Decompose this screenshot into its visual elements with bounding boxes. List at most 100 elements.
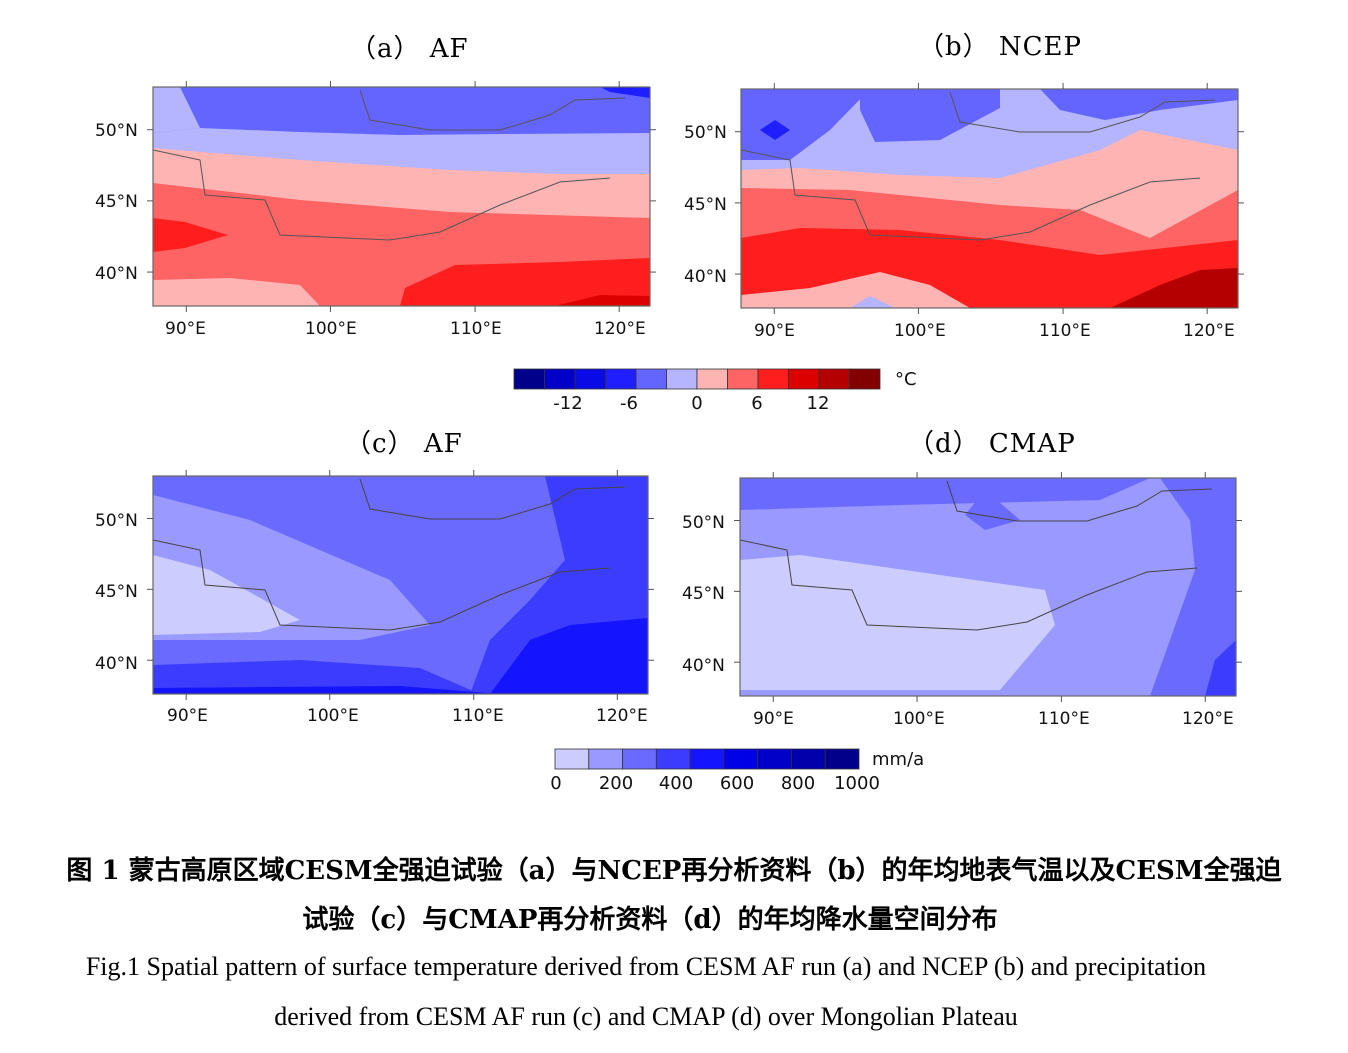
temp-colorbar-swatch-2 — [574, 368, 606, 390]
band-b-mid-cold — [860, 89, 1000, 142]
c-ylabel-50: 50°N — [95, 511, 138, 531]
d-xlabel-110: 110°E — [1038, 709, 1090, 729]
c-xlabel-110: 110°E — [452, 706, 504, 726]
temperature-colorbar — [513, 368, 881, 390]
temp-colorbar-swatch-1 — [544, 368, 576, 390]
temp-colorbar-swatch-8 — [757, 368, 789, 390]
temp-colorbar-swatch-0 — [513, 368, 545, 390]
band-a-se-hot — [400, 258, 650, 306]
b-xlabel-110: 110°E — [1039, 321, 1091, 341]
prec-colorbar-swatch-6 — [757, 748, 792, 770]
frame-a — [152, 86, 651, 307]
a-xlabel-100: 100°E — [305, 319, 357, 339]
tick-marks — [147, 81, 1244, 702]
c-xlabel-100: 100°E — [307, 706, 359, 726]
band-a-ne-dark — [600, 87, 650, 98]
panel-b-title: （b） NCEP — [918, 32, 1083, 62]
border-b — [741, 91, 1216, 241]
border-c — [153, 478, 626, 631]
prec-colorbar-unit: mm/a — [872, 749, 924, 770]
d-xlabel-120: 120°E — [1182, 709, 1234, 729]
temp-colorbar-label-6: 6 — [751, 393, 762, 414]
caption-en-line2: derived from CESM AF run (c) and CMAP (d… — [274, 1002, 1018, 1031]
temp-colorbar-swatch-6 — [696, 368, 728, 390]
band-b-sw-mild — [741, 272, 970, 308]
a-xlabel-90: 90°E — [165, 319, 206, 339]
band-d-se-dark — [1205, 640, 1236, 696]
b-ylabel-40: 40°N — [684, 267, 727, 287]
prec-colorbar-swatch-3 — [655, 748, 691, 770]
band-a-se-hotter — [555, 295, 650, 306]
band-c-south — [153, 660, 480, 694]
c-ylabel-45: 45°N — [95, 582, 138, 602]
d-xlabel-90: 90°E — [753, 709, 794, 729]
band-a-west-hot — [153, 218, 228, 252]
panel-d-map — [740, 478, 1236, 696]
b-xlabel-120: 120°E — [1183, 321, 1235, 341]
d-ylabel-40: 40°N — [682, 656, 725, 676]
band-d-blob — [965, 490, 1020, 530]
c-ylabel-40: 40°N — [95, 654, 138, 674]
caption-cn-line1: 图 1 蒙古高原区域CESM全强迫试验（a）与NCEP再分析资料（b）的年均地表… — [66, 856, 1282, 886]
c-xlabel-120: 120°E — [596, 706, 648, 726]
caption-cn-line2: 试验（c）与CMAP再分析资料（d）的年均降水量空间分布 — [302, 905, 998, 935]
temp-colorbar-swatch-4 — [635, 368, 667, 390]
prec-colorbar-swatch-7 — [791, 748, 826, 770]
frame-d — [739, 477, 1237, 697]
temp-colorbar-label-0: 0 — [691, 393, 702, 414]
temp-colorbar-swatch-9 — [788, 368, 820, 390]
frame-b — [740, 88, 1239, 309]
b-ylabel-50: 50°N — [684, 123, 727, 143]
caption-en-line1: Fig.1 Spatial pattern of surface tempera… — [85, 952, 1207, 981]
panel-d-title: （d） CMAP — [908, 429, 1076, 459]
c-xlabel-90: 90°E — [167, 706, 208, 726]
panel-a-title: （a） AF — [350, 34, 469, 64]
panel-a-map — [153, 87, 650, 306]
band-a-sw-mild — [153, 278, 320, 306]
prec-colorbar-swatch-1 — [588, 748, 623, 770]
temp-colorbar-swatch-11 — [849, 368, 881, 390]
band-a-nw-light — [153, 87, 200, 133]
a-xlabel-120: 120°E — [594, 319, 646, 339]
prec-colorbar-swatch-4 — [689, 748, 725, 770]
band-b-ne-cold — [1040, 89, 1238, 120]
temp-colorbar-label-12: 12 — [807, 393, 830, 414]
panel-b-map — [741, 89, 1238, 308]
a-ylabel-50: 50°N — [95, 121, 138, 141]
band-d-lightest — [740, 555, 1055, 690]
b-xlabel-100: 100°E — [894, 321, 946, 341]
band-d-north — [740, 478, 1150, 510]
prec-colorbar-label-600: 600 — [720, 773, 754, 794]
d-ylabel-45: 45°N — [682, 584, 725, 604]
band-d-east — [1150, 478, 1236, 696]
temp-colorbar-swatch-5 — [666, 368, 698, 390]
border-d — [740, 480, 1213, 631]
d-ylabel-50: 50°N — [682, 513, 725, 533]
panel-c-title: （c） AF — [345, 429, 463, 459]
temp-colorbar-label-neg6: -6 — [620, 393, 638, 414]
prec-colorbar-label-800: 800 — [781, 773, 815, 794]
prec-colorbar-swatch-8 — [824, 748, 860, 770]
figure-canvas: 50°N 45°N 40°N 90°E 100°E 110°E 120°E 50… — [95, 81, 1244, 794]
a-ylabel-45: 45°N — [95, 192, 138, 212]
band-c-south-dark — [153, 686, 500, 694]
a-xlabel-110: 110°E — [450, 319, 502, 339]
temp-colorbar-swatch-7 — [727, 368, 759, 390]
band-b-sw-cool — [850, 296, 895, 308]
band-c-lightest — [153, 555, 300, 635]
temp-colorbar-swatch-3 — [605, 368, 637, 390]
frame-c — [152, 475, 649, 695]
prec-colorbar-label-400: 400 — [659, 773, 693, 794]
band-b-nw-colder — [760, 120, 790, 140]
prec-colorbar-swatch-0 — [554, 748, 590, 770]
border-a — [153, 89, 626, 241]
band-c-se-dark — [490, 618, 648, 694]
b-ylabel-45: 45°N — [684, 195, 727, 215]
prec-colorbar-label-0: 0 — [550, 773, 561, 794]
prec-colorbar-label-200: 200 — [599, 773, 633, 794]
panel-c-map — [153, 476, 648, 694]
temp-colorbar-unit: °C — [895, 369, 917, 390]
precipitation-colorbar — [554, 748, 860, 770]
a-ylabel-40: 40°N — [95, 264, 138, 284]
band-b-se-hottest — [1110, 268, 1238, 308]
